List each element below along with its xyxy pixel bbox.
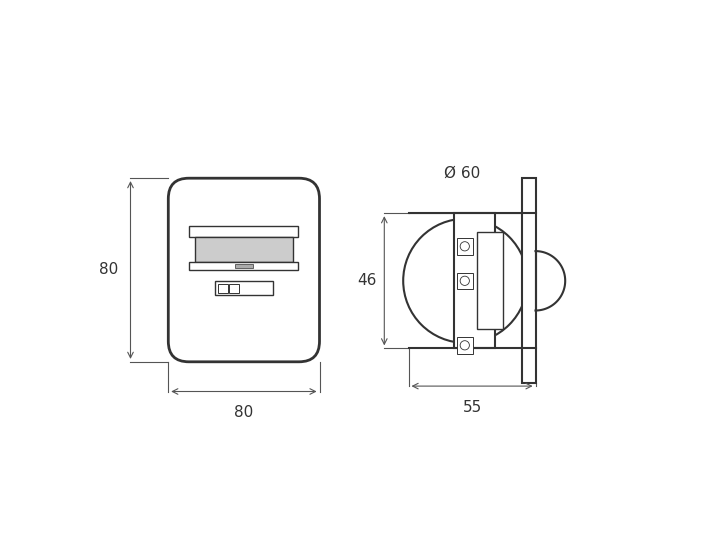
Polygon shape <box>536 251 565 310</box>
Bar <box>189 226 298 237</box>
Text: 46: 46 <box>357 273 376 288</box>
Circle shape <box>460 341 469 350</box>
Bar <box>456 273 473 289</box>
Bar <box>235 264 253 268</box>
Bar <box>215 281 273 295</box>
Text: 80: 80 <box>99 262 119 278</box>
Bar <box>477 232 503 329</box>
Text: 80: 80 <box>234 405 253 420</box>
Bar <box>189 262 298 270</box>
Bar <box>456 337 473 354</box>
Circle shape <box>460 276 469 286</box>
Bar <box>454 213 495 348</box>
Text: Ø 60: Ø 60 <box>444 166 481 181</box>
FancyBboxPatch shape <box>168 178 320 362</box>
Bar <box>456 238 473 254</box>
Bar <box>218 284 228 293</box>
Bar <box>522 178 536 383</box>
Bar <box>194 237 293 262</box>
Circle shape <box>460 242 469 251</box>
Circle shape <box>403 219 527 343</box>
Text: 55: 55 <box>462 400 482 415</box>
Bar <box>230 284 239 293</box>
